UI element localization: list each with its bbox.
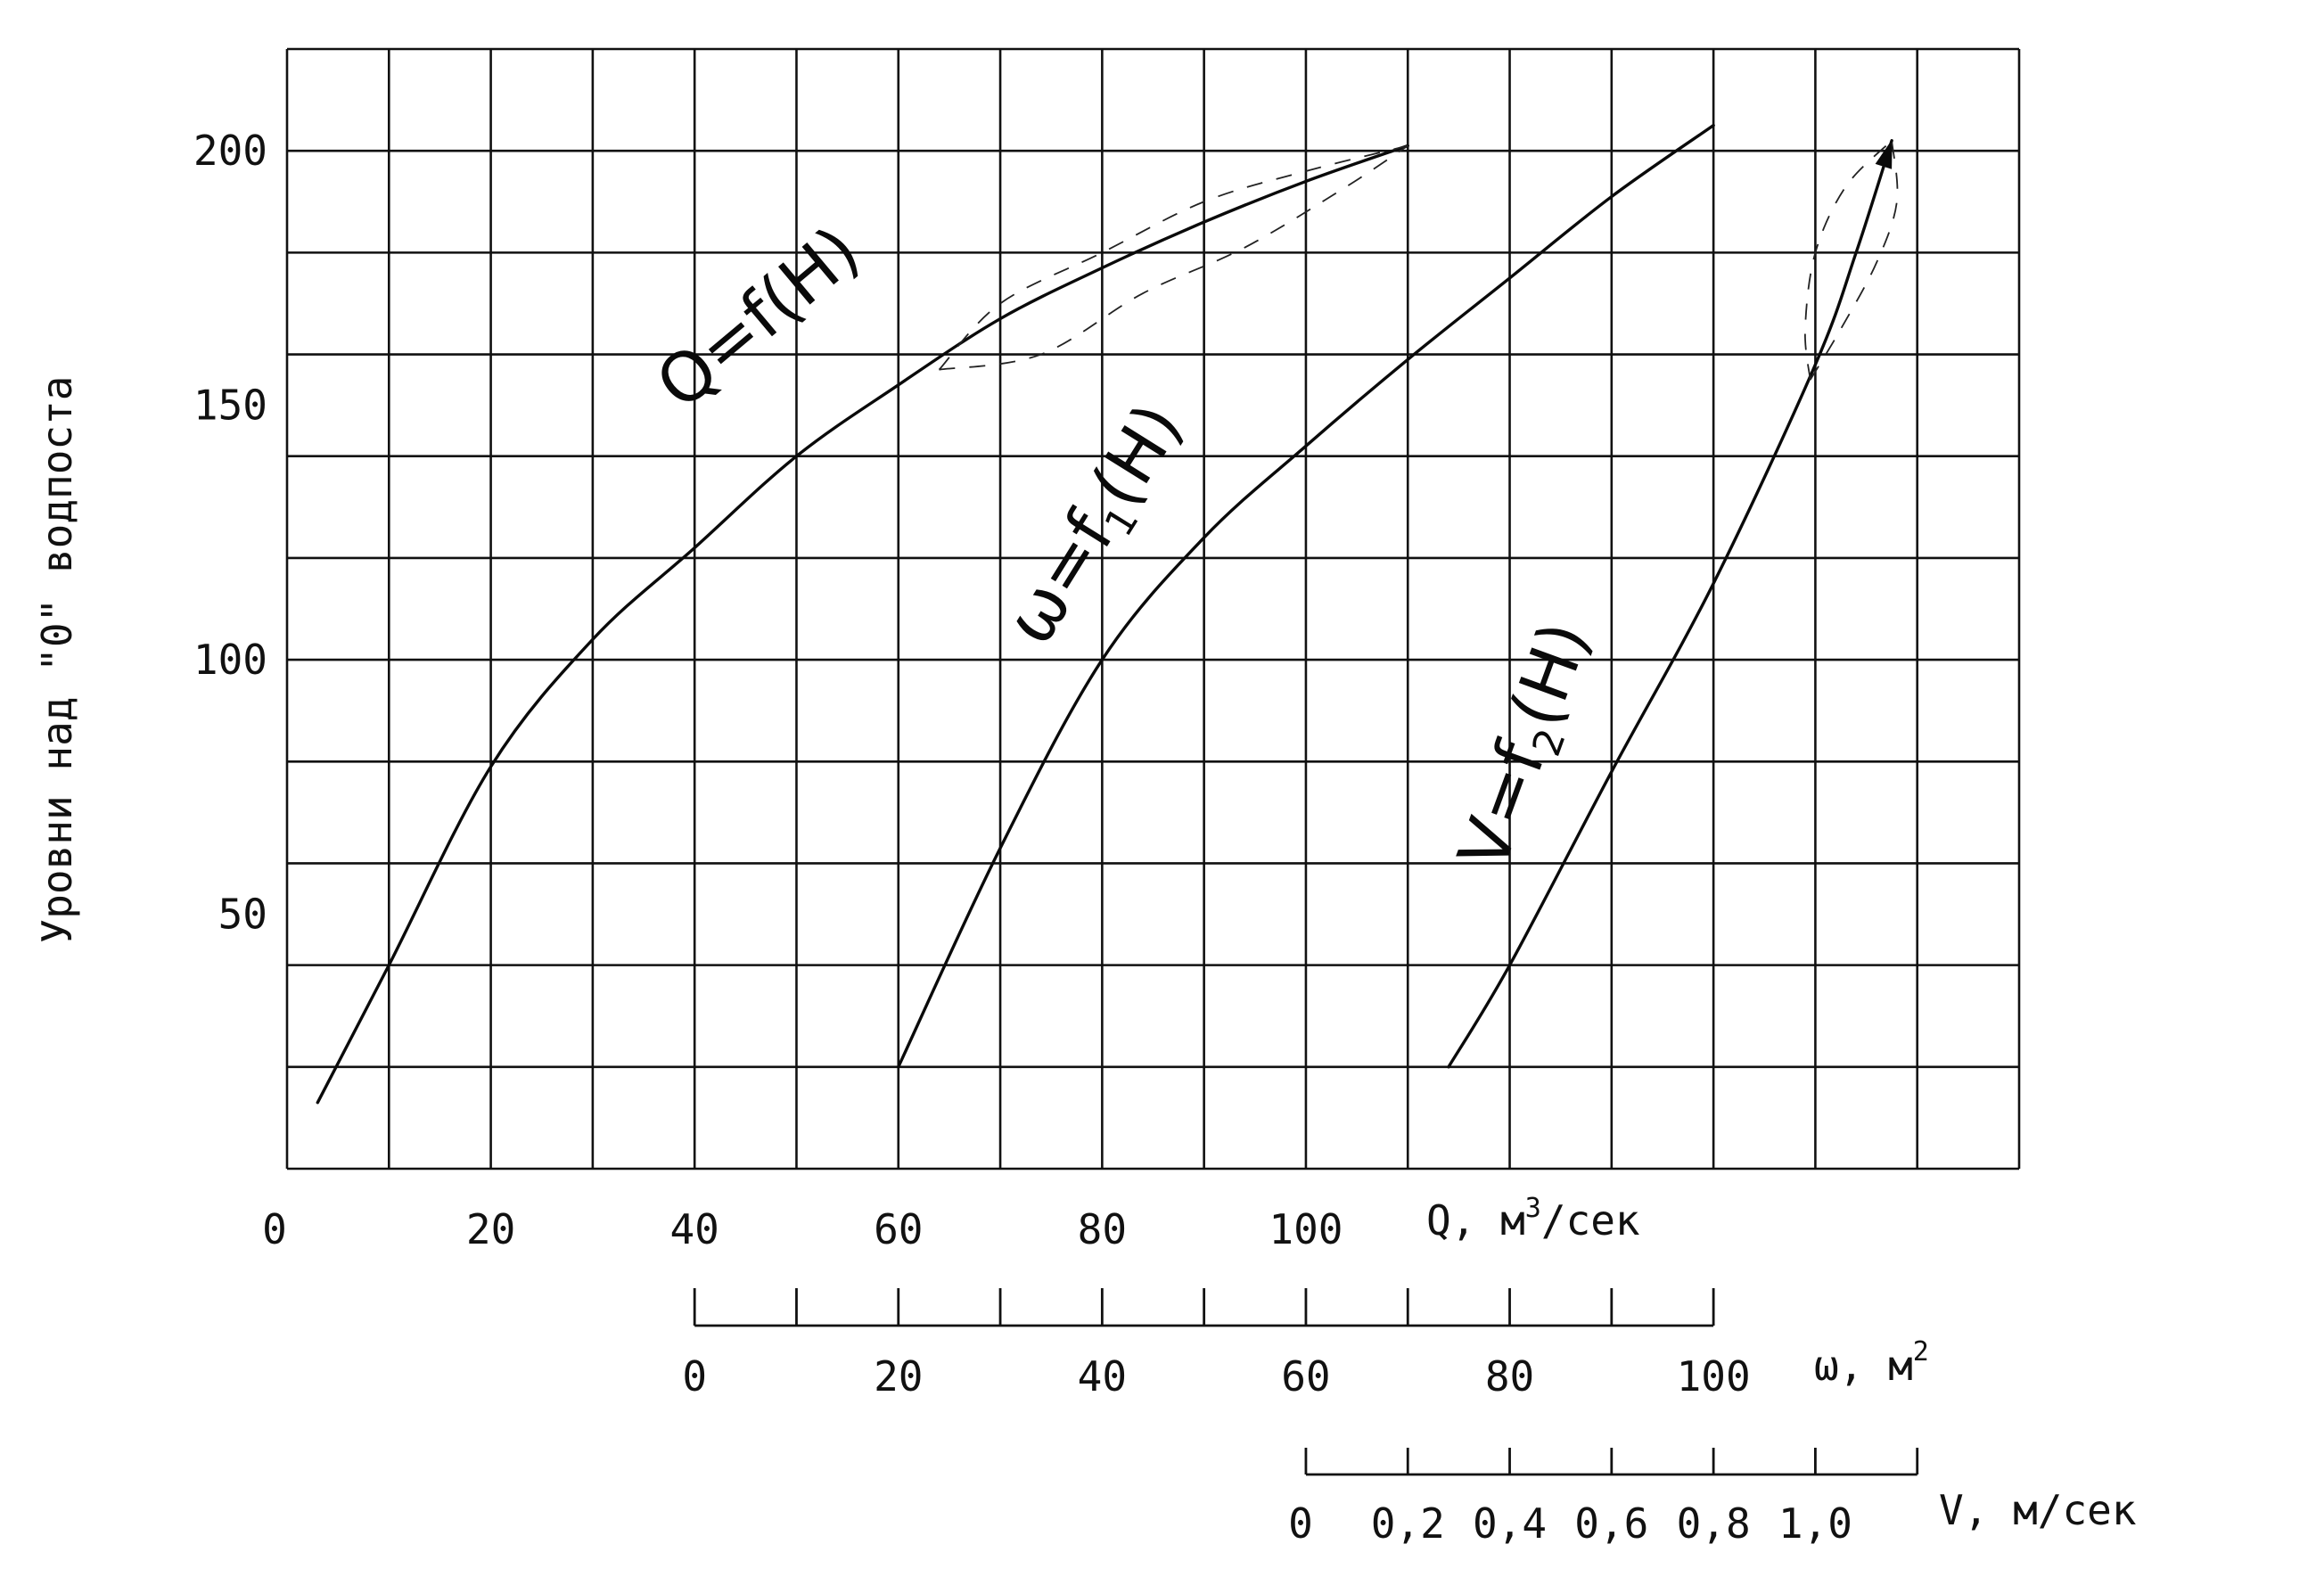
- v-axis-tick-labels: 0 0,2 0,4 0,6 0,8 1,0: [1288, 1499, 1852, 1548]
- chart-curves: [316, 123, 1893, 1105]
- q-axis-tick-labels: 0 20 40 60 80 100: [262, 1205, 1343, 1253]
- omega-tick-label: 0: [682, 1352, 707, 1400]
- omega-tick-label: 40: [1078, 1352, 1127, 1400]
- v-tick-label: 0,6: [1574, 1499, 1648, 1548]
- omega-curve: [897, 123, 1715, 1069]
- y-tick-label: 150: [193, 382, 267, 430]
- v-tick-label: 1,0: [1778, 1499, 1852, 1548]
- y-tick-labels: 50 100 150 200: [193, 127, 267, 938]
- q-tick-label: 100: [1269, 1205, 1343, 1253]
- q-tick-label: 0: [262, 1205, 287, 1253]
- v-tick-label: 0,8: [1677, 1499, 1751, 1548]
- omega-tick-label: 100: [1677, 1352, 1751, 1400]
- omega-axis-title-main: ω, м: [1814, 1342, 1913, 1390]
- v-tick-label: 0: [1288, 1499, 1313, 1548]
- v-curve: [1447, 139, 1893, 1069]
- dashed-envelope-lower: [1809, 140, 1899, 381]
- q-axis-title-tail: /сек: [1541, 1196, 1640, 1244]
- v-tick-label: 0,2: [1371, 1499, 1445, 1548]
- v-axis-title: V, м/сек: [1939, 1486, 2137, 1534]
- v-scale: [1304, 1448, 1919, 1476]
- omega-curve-label-tail: (H): [1075, 390, 1197, 520]
- q-curve-label: Q=f(H): [641, 210, 875, 424]
- omega-tick-label: 20: [874, 1352, 923, 1400]
- chart-grid: [285, 47, 2021, 1170]
- y-tick-label: 50: [218, 891, 267, 939]
- q-axis-title-main: Q, м: [1426, 1196, 1525, 1244]
- y-axis-title: Уровни над "0" водпоста: [33, 376, 81, 944]
- q-axis-title-sup: 3: [1525, 1193, 1541, 1224]
- y-tick-label: 200: [193, 127, 267, 175]
- omega-axis-title: ω, м2: [1814, 1336, 1929, 1390]
- v-curve-arrowhead: [1875, 139, 1893, 169]
- omega-tick-label: 80: [1485, 1352, 1534, 1400]
- chart-annotations: [938, 140, 1899, 381]
- dashed-envelope-upper: [938, 144, 1408, 371]
- q-tick-label: 20: [466, 1205, 515, 1253]
- v-curve-label-tail: (H): [1495, 612, 1605, 736]
- omega-axis-tick-labels: 0 20 40 60 80 100: [682, 1352, 1750, 1400]
- q-tick-label: 60: [874, 1205, 923, 1253]
- q-tick-label: 80: [1078, 1205, 1127, 1253]
- omega-curve-label: ω=f1(H): [990, 390, 1203, 661]
- dashed-envelope-lower: [939, 144, 1408, 371]
- y-tick-label: 100: [193, 636, 267, 684]
- omega-axis-title-sup: 2: [1913, 1336, 1929, 1368]
- v-curve-label: V=f2(H): [1442, 612, 1610, 881]
- omega-scale: [693, 1288, 1715, 1327]
- q-axis-title: Q, м3/сек: [1426, 1193, 1640, 1244]
- q-curve: [316, 144, 1409, 1105]
- dashed-envelope-upper: [1804, 140, 1893, 381]
- omega-tick-label: 60: [1281, 1352, 1330, 1400]
- v-tick-label: 0,4: [1473, 1499, 1547, 1548]
- q-tick-label: 40: [669, 1205, 719, 1253]
